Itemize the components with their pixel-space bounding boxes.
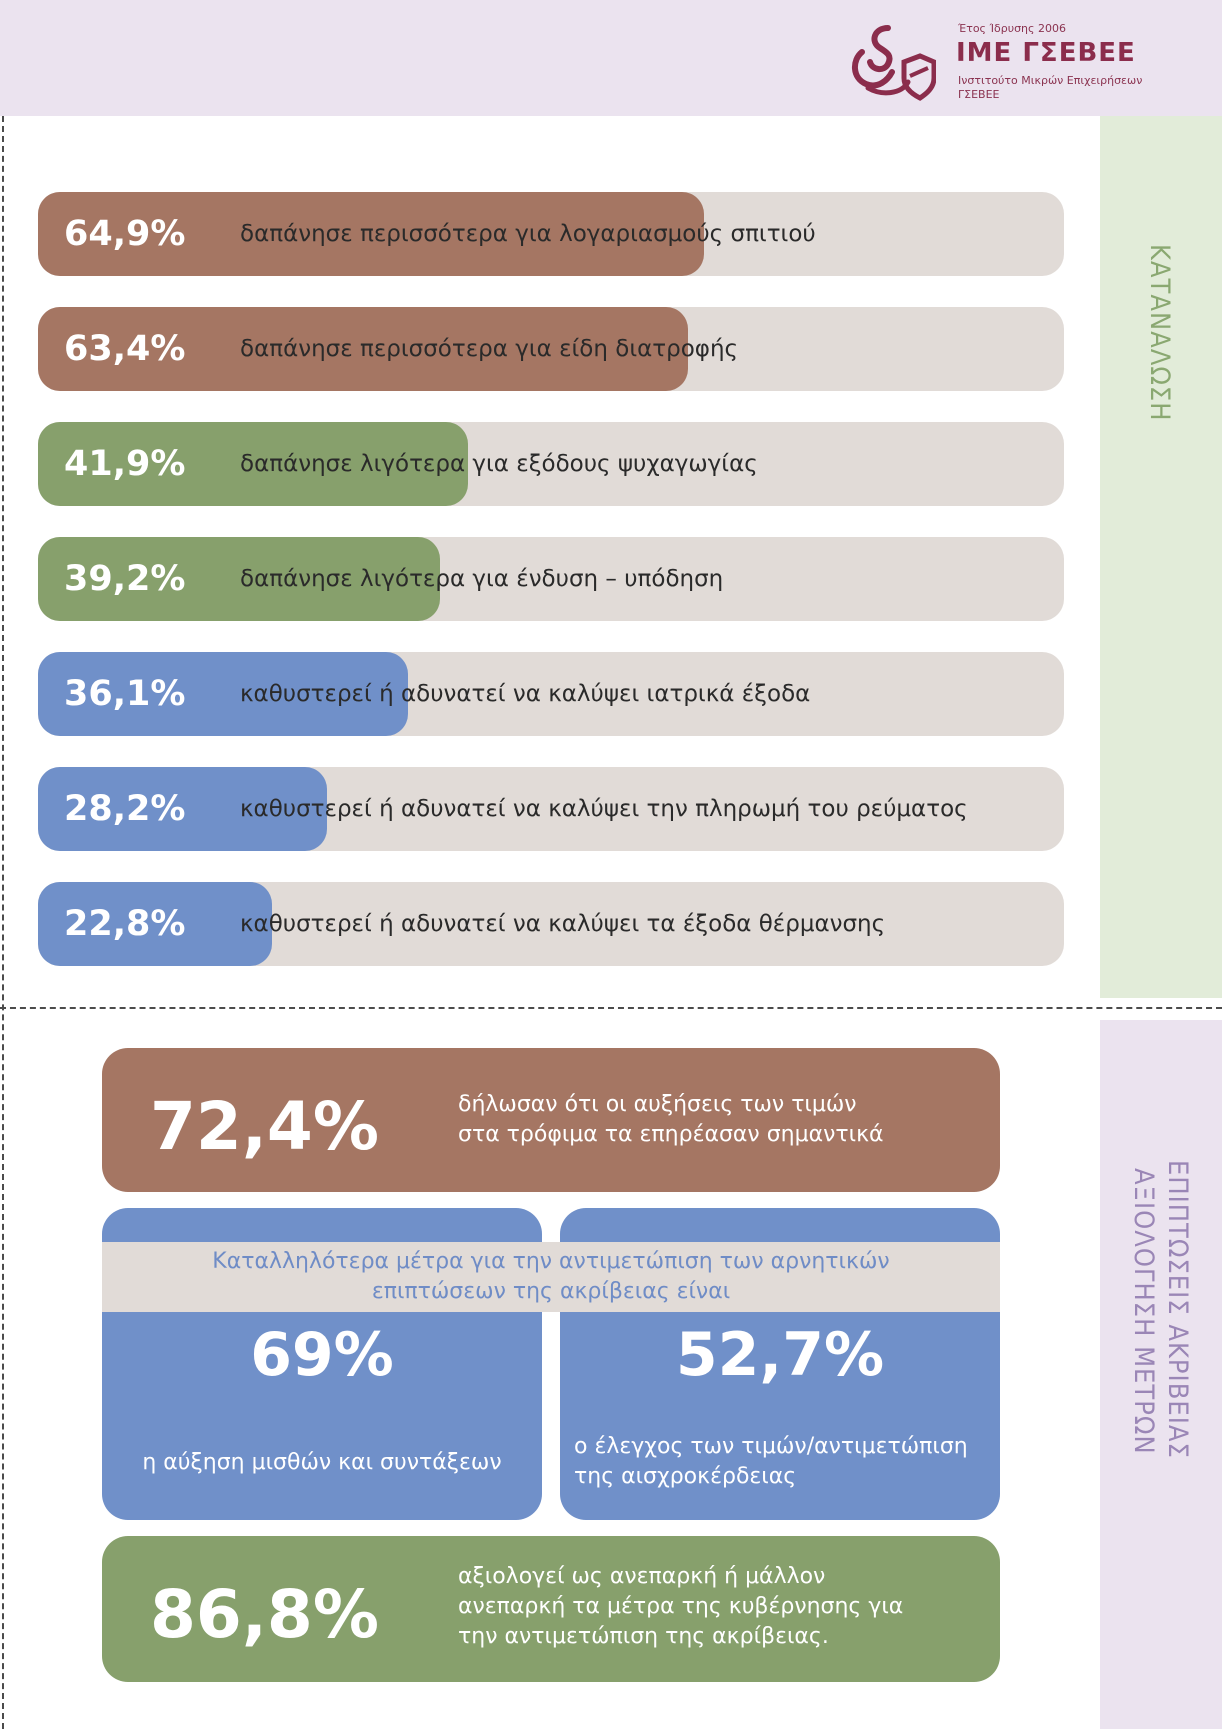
- bar-row: 36,1% καθυστερεί ή αδυνατεί να καλύψει ι…: [38, 652, 1064, 736]
- bar-row: 63,4% δαπάνησε περισσότερα για είδη διατ…: [38, 307, 1064, 391]
- bar-fill: [38, 652, 409, 736]
- government-measures-card: 86,8% αξιολογεί ως ανεπαρκή ή μάλλον ανε…: [102, 1536, 1000, 1682]
- bar-percentage: 63,4%: [64, 329, 186, 369]
- bar-label: δαπάνησε λιγότερα για ένδυση – υπόδηση: [240, 566, 724, 592]
- bar-label: δαπάνησε περισσότερα για λογαριασμούς σπ…: [240, 221, 816, 247]
- bar-fill: [38, 882, 272, 966]
- bar-percentage: 22,8%: [64, 904, 186, 944]
- measures-heading-band: Καταλληλότερα μέτρα για την αντιμετώπιση…: [102, 1242, 1000, 1312]
- ime-gsevee-logo-icon: [852, 25, 936, 101]
- measures-heading: Καταλληλότερα μέτρα για την αντιμετώπιση…: [102, 1247, 1000, 1307]
- bar-percentage: 36,1%: [64, 674, 186, 714]
- bar-percentage: 64,9%: [64, 214, 186, 254]
- bar-percentage: 28,2%: [64, 789, 186, 829]
- government-text: αξιολογεί ως ανεπαρκή ή μάλλον ανεπαρκή …: [458, 1562, 978, 1652]
- bar-label: δαπάνησε περισσότερα για είδη διατροφής: [240, 336, 739, 362]
- bar-label: καθυστερεί ή αδυνατεί να καλύψει την πλη…: [240, 796, 968, 822]
- bar-fill: [38, 422, 468, 506]
- food-prices-text-line: δήλωσαν ότι οι αυξήσεις των τιμών: [458, 1092, 857, 1117]
- bar-label: καθυστερεί ή αδυνατεί να καλύψει τα έξοδ…: [240, 911, 886, 937]
- bar-fill: [38, 192, 704, 276]
- brand-subtitle-line: ΓΣΕΒΕΕ: [958, 88, 1000, 101]
- side-panel-effects: ΕΠΙΠΤΩΣΕΙΣ ΑΚΡΙΒΕΙΑΣ ΑΞΙΟΛΟΓΗΣΗ ΜΕΤΡΩΝ: [1100, 1020, 1222, 1729]
- measure-percentage: 69%: [250, 1320, 394, 1390]
- bar-percentage: 41,9%: [64, 444, 186, 484]
- side-title-consumption: ΚΑΤΑΝΑΛΩΣΗ: [1144, 244, 1175, 422]
- brand-subtitle: Ινστιτούτο Μικρών Επιχειρήσεων ΓΣΕΒΕΕ: [958, 74, 1158, 102]
- side-title-effects: ΕΠΙΠΤΩΣΕΙΣ ΑΚΡΙΒΕΙΑΣ: [1162, 1160, 1193, 1459]
- bar-fill: [38, 767, 328, 851]
- food-prices-card: 72,4% δήλωσαν ότι οι αυξήσεις των τιμών …: [102, 1048, 1000, 1192]
- brand-subtitle-line: Ινστιτούτο Μικρών Επιχειρήσεων: [958, 74, 1143, 87]
- dashed-guide-vertical: [2, 116, 4, 1729]
- government-text-line: αξιολογεί ως ανεπαρκή ή μάλλον: [458, 1564, 826, 1589]
- food-prices-text: δήλωσαν ότι οι αυξήσεις των τιμών στα τρ…: [458, 1090, 978, 1150]
- bar-row: 39,2% δαπάνησε λιγότερα για ένδυση – υπό…: [38, 537, 1064, 621]
- consumption-bars: 64,9% δαπάνησε περισσότερα για λογαριασμ…: [38, 192, 1064, 997]
- government-text-line: ανεπαρκή τα μέτρα της κυβέρνησης για: [458, 1594, 904, 1619]
- government-percentage: 86,8%: [150, 1576, 379, 1653]
- side-panel-consumption: ΚΑΤΑΝΑΛΩΣΗ: [1100, 116, 1222, 998]
- measures-heading-line: Καταλληλότερα μέτρα για την αντιμετώπιση…: [212, 1249, 890, 1274]
- government-text-line: την αντιμετώπιση της ακρίβειας.: [458, 1624, 829, 1649]
- bar-label: δαπάνησε λιγότερα για εξόδους ψυχαγωγίας: [240, 451, 758, 477]
- bar-row: 41,9% δαπάνησε λιγότερα για εξόδους ψυχα…: [38, 422, 1064, 506]
- bar-row: 28,2% καθυστερεί ή αδυνατεί να καλύψει τ…: [38, 767, 1064, 851]
- bar-row: 22,8% καθυστερεί ή αδυνατεί να καλύψει τ…: [38, 882, 1064, 966]
- food-prices-percentage: 72,4%: [150, 1088, 379, 1165]
- measure-text-line: ο έλεγχος των τιμών/αντιμετώπιση: [574, 1434, 968, 1459]
- bar-fill: [38, 307, 689, 391]
- food-prices-text-line: στα τρόφιμα τα επηρέασαν σημαντικά: [458, 1122, 884, 1147]
- measure-text-line: της αισχροκέρδειας: [574, 1464, 797, 1489]
- established-year: Έτος Ίδρυσης 2006: [958, 22, 1066, 35]
- dashed-guide-horizontal: [0, 1007, 1222, 1009]
- measures-heading-line: επιπτώσεων της ακρίβειας είναι: [371, 1279, 731, 1304]
- bar-label: καθυστερεί ή αδυνατεί να καλύψει ιατρικά…: [240, 681, 811, 707]
- side-title-evaluation: ΑΞΙΟΛΟΓΗΣΗ ΜΕΤΡΩΝ: [1128, 1168, 1159, 1455]
- bar-row: 64,9% δαπάνησε περισσότερα για λογαριασμ…: [38, 192, 1064, 276]
- measure-text: η αύξηση μισθών και συντάξεων: [142, 1450, 502, 1475]
- brand-name: ΙΜΕ ΓΣΕΒΕΕ: [956, 38, 1136, 68]
- measure-percentage: 52,7%: [675, 1320, 885, 1390]
- bar-fill: [38, 537, 441, 621]
- header: Έτος Ίδρυσης 2006 ΙΜΕ ΓΣΕΒΕΕ Ινστιτούτο …: [0, 0, 1222, 116]
- measure-text: ο έλεγχος των τιμών/αντιμετώπιση της αισ…: [574, 1432, 994, 1492]
- bar-percentage: 39,2%: [64, 559, 186, 599]
